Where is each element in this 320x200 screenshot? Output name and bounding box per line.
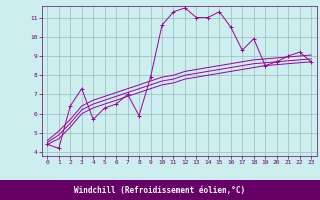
Text: Windchill (Refroidissement éolien,°C): Windchill (Refroidissement éolien,°C) bbox=[75, 186, 245, 194]
